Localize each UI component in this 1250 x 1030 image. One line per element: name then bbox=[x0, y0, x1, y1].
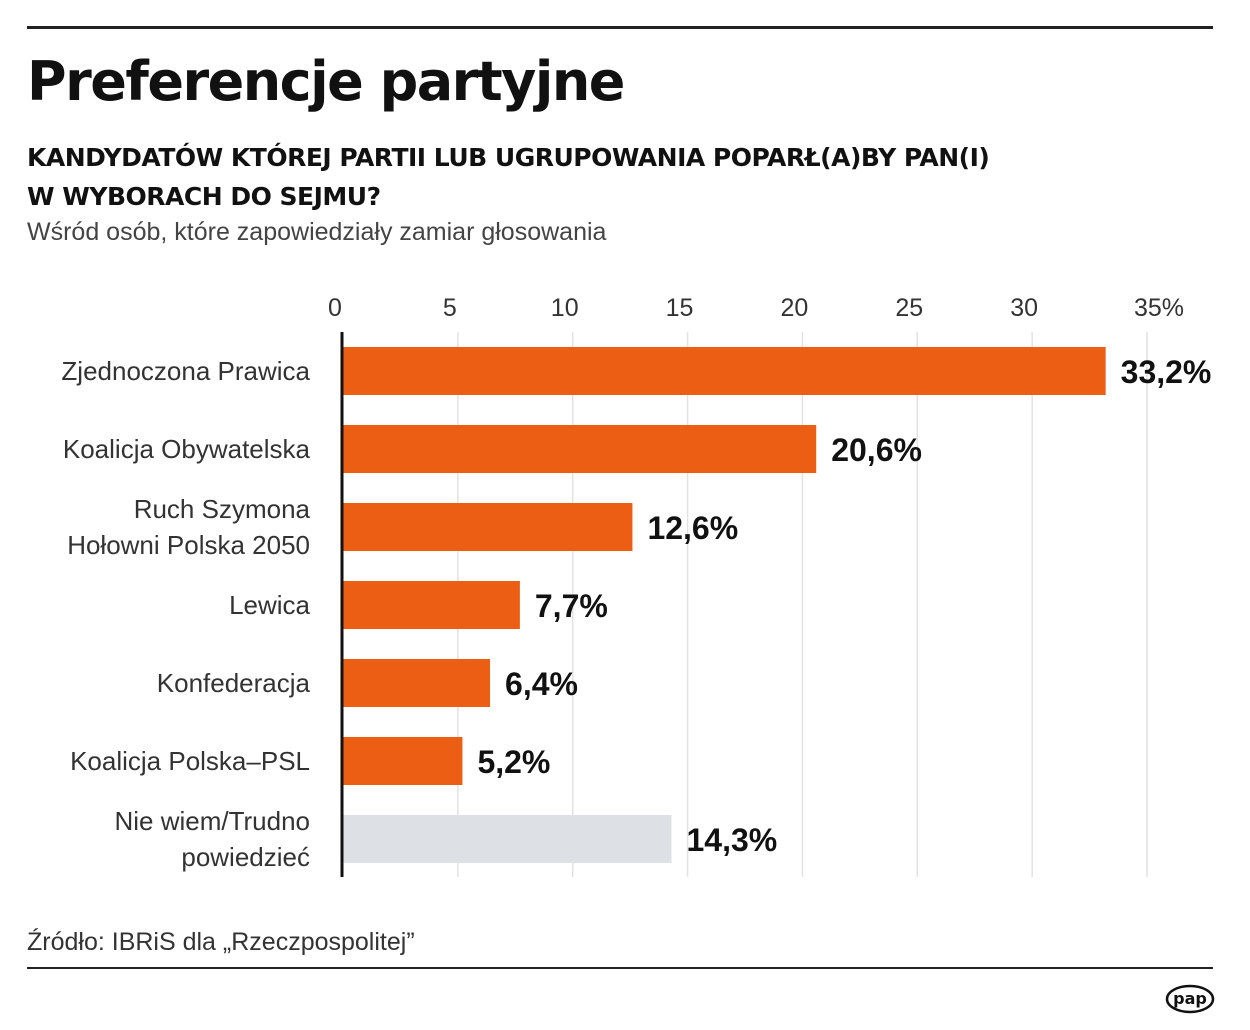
data-label: 12,6% bbox=[647, 510, 738, 546]
category-label: Nie wiem/Trudno bbox=[114, 806, 310, 836]
x-tick-label: 35% bbox=[1134, 294, 1184, 322]
category-label: Koalicja Polska–PSL bbox=[70, 746, 310, 776]
x-tick-label: 30 bbox=[1010, 294, 1038, 322]
data-label: 20,6% bbox=[831, 432, 922, 468]
bar bbox=[343, 659, 491, 707]
data-label: 5,2% bbox=[477, 744, 550, 780]
data-label: 33,2% bbox=[1121, 354, 1212, 390]
x-tick-label: 15 bbox=[666, 294, 694, 322]
question-line-1: KANDYDATÓW KTÓREJ PARTII LUB UGRUPOWANIA… bbox=[27, 143, 990, 172]
category-label: Hołowni Polska 2050 bbox=[67, 530, 310, 560]
x-tick-label: 0 bbox=[328, 294, 342, 322]
x-tick-label: 5 bbox=[443, 294, 457, 322]
data-label: 14,3% bbox=[686, 822, 777, 858]
category-label: Lewica bbox=[229, 590, 310, 620]
top-rule bbox=[27, 26, 1213, 29]
bottom-rule bbox=[27, 967, 1213, 969]
category-label: Zjednoczona Prawica bbox=[61, 356, 310, 386]
page-title: Preferencje partyjne bbox=[27, 50, 625, 113]
x-tick-label: 10 bbox=[551, 294, 579, 322]
svg-text:pap: pap bbox=[1173, 989, 1207, 1008]
question: KANDYDATÓW KTÓREJ PARTII LUB UGRUPOWANIA… bbox=[27, 138, 990, 216]
bar bbox=[343, 425, 817, 473]
bar bbox=[343, 503, 633, 551]
x-tick-label: 20 bbox=[781, 294, 809, 322]
bar bbox=[343, 737, 463, 785]
source: Źródło: IBRiS dla „Rzeczpospolitej” bbox=[27, 928, 415, 956]
x-tick-label: 25 bbox=[895, 294, 923, 322]
category-label: Konfederacja bbox=[157, 668, 311, 698]
category-label: Koalicja Obywatelska bbox=[63, 434, 311, 464]
bar bbox=[343, 815, 672, 863]
category-label: powiedzieć bbox=[181, 842, 310, 872]
bar bbox=[343, 347, 1106, 395]
data-label: 7,7% bbox=[535, 588, 608, 624]
pap-logo: pap bbox=[1165, 984, 1215, 1014]
category-label: Ruch Szymona bbox=[134, 494, 311, 524]
bar bbox=[343, 581, 520, 629]
subtitle: Wśród osób, które zapowiedziały zamiar g… bbox=[27, 218, 607, 246]
bar-chart: 0 5 10 15 20 25 30 35% 33,2% Zjednoczona Prawica 2… bbox=[61, 294, 1212, 877]
data-label: 6,4% bbox=[505, 666, 578, 702]
question-line-2: W WYBORACH DO SEJMU? bbox=[27, 182, 381, 211]
